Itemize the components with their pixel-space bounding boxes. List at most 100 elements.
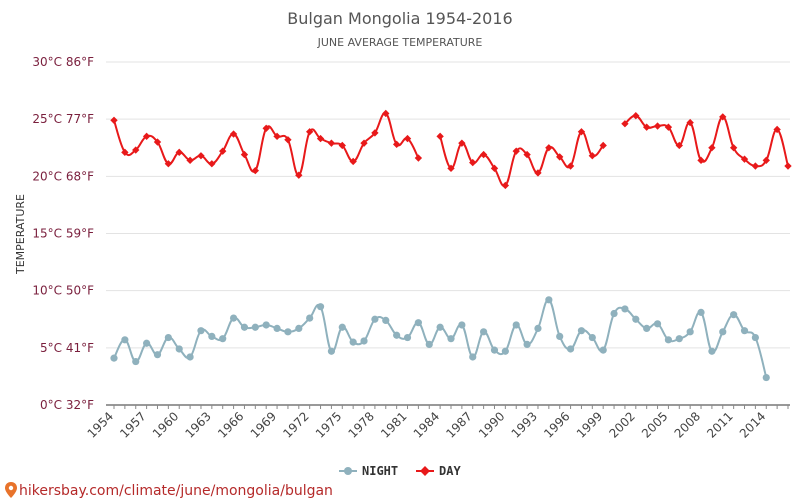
day-point[interactable] — [306, 128, 314, 136]
night-point[interactable] — [501, 347, 509, 355]
day-point[interactable] — [371, 129, 379, 137]
night-point[interactable] — [730, 311, 738, 319]
day-point[interactable] — [556, 153, 564, 161]
day-point[interactable] — [382, 109, 390, 118]
source-link[interactable]: hikersbay.com/climate/june/mongolia/bulg… — [19, 483, 333, 499]
night-point[interactable] — [393, 331, 401, 339]
day-point[interactable] — [240, 150, 249, 159]
night-point[interactable] — [708, 347, 716, 355]
day-point[interactable] — [729, 144, 738, 152]
night-point[interactable] — [490, 346, 499, 354]
night-point[interactable] — [295, 324, 303, 332]
day-point[interactable] — [186, 156, 194, 165]
night-point[interactable] — [719, 328, 727, 336]
day-point[interactable] — [262, 124, 270, 132]
day-point[interactable] — [327, 139, 336, 147]
day-point[interactable] — [545, 144, 553, 152]
night-point[interactable] — [664, 336, 673, 344]
night-point[interactable] — [403, 333, 412, 342]
day-point[interactable] — [599, 141, 607, 150]
night-point[interactable] — [229, 314, 238, 322]
day-point[interactable] — [686, 118, 694, 127]
day-point[interactable] — [512, 147, 520, 155]
day-point[interactable] — [295, 171, 303, 179]
night-point[interactable] — [349, 338, 357, 346]
night-point[interactable] — [643, 324, 651, 332]
night-point[interactable] — [208, 332, 216, 340]
night-point[interactable] — [588, 333, 596, 342]
day-point[interactable] — [566, 162, 575, 170]
night-point[interactable] — [610, 309, 618, 318]
day-point[interactable] — [523, 150, 531, 159]
day-point[interactable] — [414, 154, 423, 162]
night-point[interactable] — [284, 328, 292, 336]
night-point[interactable] — [327, 347, 336, 355]
night-point[interactable] — [751, 333, 759, 342]
night-point[interactable] — [121, 336, 129, 344]
night-point[interactable] — [153, 351, 162, 359]
night-point[interactable] — [512, 321, 520, 329]
day-point[interactable] — [164, 160, 173, 168]
night-point[interactable] — [480, 328, 488, 336]
legend-item-night[interactable]: NIGHT — [339, 464, 398, 478]
night-point[interactable] — [545, 296, 553, 304]
legend-item-day[interactable]: DAY — [416, 464, 461, 478]
day-point[interactable] — [360, 139, 368, 147]
night-point[interactable] — [197, 327, 205, 335]
night-point[interactable] — [219, 335, 227, 343]
day-point[interactable] — [577, 128, 586, 136]
day-point[interactable] — [251, 166, 259, 175]
night-point[interactable] — [697, 308, 705, 316]
day-point[interactable] — [447, 164, 455, 173]
day-point[interactable] — [534, 169, 542, 177]
night-point[interactable] — [458, 321, 466, 329]
night-point[interactable] — [566, 345, 575, 353]
night-point[interactable] — [338, 323, 346, 331]
day-point[interactable] — [479, 150, 488, 159]
day-point[interactable] — [403, 134, 412, 143]
night-point[interactable] — [762, 373, 770, 382]
night-point[interactable] — [632, 315, 640, 323]
night-point[interactable] — [186, 353, 194, 361]
day-point[interactable] — [675, 141, 683, 150]
night-point[interactable] — [414, 319, 422, 327]
day-point[interactable] — [219, 147, 227, 155]
day-point[interactable] — [708, 144, 716, 152]
night-point[interactable] — [599, 346, 607, 354]
day-point[interactable] — [664, 123, 673, 131]
night-point[interactable] — [164, 333, 172, 342]
night-point[interactable] — [382, 316, 390, 324]
night-point[interactable] — [447, 335, 455, 343]
night-point[interactable] — [175, 345, 183, 353]
night-point[interactable] — [577, 327, 586, 335]
night-point[interactable] — [273, 324, 281, 332]
night-point[interactable] — [556, 332, 564, 340]
day-point[interactable] — [208, 160, 216, 168]
night-point[interactable] — [132, 357, 140, 366]
day-point[interactable] — [273, 132, 281, 140]
day-point[interactable] — [643, 123, 651, 131]
day-point[interactable] — [740, 155, 749, 163]
day-point[interactable] — [284, 136, 292, 144]
day-point[interactable] — [110, 116, 118, 124]
day-point[interactable] — [784, 162, 792, 170]
night-point[interactable] — [686, 328, 694, 336]
source-footer[interactable]: hikersbay.com/climate/june/mongolia/bulg… — [5, 482, 333, 499]
night-point[interactable] — [240, 323, 249, 331]
night-point[interactable] — [251, 323, 259, 331]
night-point[interactable] — [523, 340, 531, 349]
day-point[interactable] — [653, 122, 662, 130]
night-point[interactable] — [740, 327, 749, 335]
day-point[interactable] — [436, 132, 444, 140]
day-point[interactable] — [751, 162, 760, 170]
night-point[interactable] — [621, 305, 629, 313]
day-point[interactable] — [153, 138, 162, 146]
day-point[interactable] — [316, 134, 325, 143]
day-point[interactable] — [338, 141, 346, 150]
night-point[interactable] — [436, 323, 444, 331]
day-point[interactable] — [697, 156, 705, 165]
day-point[interactable] — [121, 148, 129, 157]
night-point[interactable] — [110, 354, 118, 362]
night-point[interactable] — [316, 303, 325, 311]
night-point[interactable] — [360, 337, 368, 345]
